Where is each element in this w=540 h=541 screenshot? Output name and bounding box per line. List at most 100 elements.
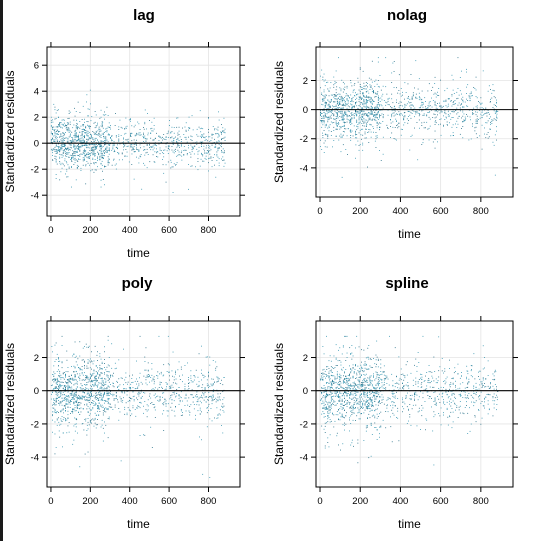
data-point xyxy=(403,112,405,114)
data-point xyxy=(379,114,380,116)
data-point xyxy=(426,108,428,110)
data-point xyxy=(396,87,397,89)
data-point xyxy=(58,375,59,377)
data-point xyxy=(64,391,66,392)
data-point xyxy=(91,360,92,362)
data-point xyxy=(60,394,62,396)
data-point xyxy=(101,156,103,158)
data-point xyxy=(425,106,426,108)
data-point xyxy=(52,129,53,130)
data-point xyxy=(470,92,472,94)
data-point xyxy=(369,129,371,131)
data-point xyxy=(95,132,97,133)
data-point xyxy=(333,106,335,108)
data-point xyxy=(99,387,101,389)
data-point xyxy=(342,114,344,116)
data-point xyxy=(466,397,467,399)
data-point xyxy=(82,141,84,143)
data-point xyxy=(373,100,374,102)
data-point xyxy=(108,418,110,420)
data-point xyxy=(71,158,72,160)
data-point xyxy=(369,84,371,86)
data-point xyxy=(321,121,323,122)
data-point xyxy=(211,378,213,380)
data-point xyxy=(211,385,213,387)
data-point xyxy=(323,152,325,153)
data-point xyxy=(330,131,332,132)
data-point xyxy=(396,113,397,115)
data-point xyxy=(363,121,365,123)
data-point xyxy=(178,130,180,132)
data-point xyxy=(481,417,483,419)
data-point xyxy=(158,135,159,137)
data-point xyxy=(173,127,175,128)
data-point xyxy=(358,118,360,120)
data-point xyxy=(481,110,483,112)
data-point xyxy=(361,116,362,118)
data-point xyxy=(382,116,384,117)
data-point xyxy=(356,125,358,127)
data-point xyxy=(74,107,75,109)
data-point xyxy=(376,83,378,85)
data-point xyxy=(70,159,72,160)
data-point xyxy=(379,86,380,88)
data-point xyxy=(132,405,134,407)
data-point xyxy=(208,144,209,146)
data-point xyxy=(445,100,447,102)
data-point xyxy=(201,439,202,441)
data-point xyxy=(496,106,497,108)
data-point xyxy=(201,394,202,396)
data-point xyxy=(68,110,70,112)
data-point xyxy=(352,96,354,98)
data-point xyxy=(464,116,466,118)
data-point xyxy=(358,119,360,121)
data-point xyxy=(493,96,495,98)
data-point xyxy=(63,140,65,141)
data-point xyxy=(91,351,92,353)
data-point xyxy=(457,97,459,99)
data-point xyxy=(74,367,76,369)
data-point xyxy=(95,403,97,405)
data-point xyxy=(107,371,109,373)
data-point xyxy=(431,90,432,91)
data-point xyxy=(104,118,105,120)
data-point xyxy=(69,403,71,405)
data-point xyxy=(208,410,209,411)
data-point xyxy=(224,140,226,141)
data-point xyxy=(197,410,199,412)
data-point xyxy=(426,121,428,123)
data-point xyxy=(169,145,170,147)
data-point xyxy=(75,396,77,398)
data-point xyxy=(189,128,191,129)
data-point xyxy=(98,126,100,128)
data-point xyxy=(324,102,326,103)
data-point xyxy=(191,165,193,167)
data-point xyxy=(82,388,84,390)
data-point xyxy=(469,93,471,95)
data-point xyxy=(107,402,109,404)
data-point xyxy=(159,147,161,149)
data-point xyxy=(177,134,179,136)
data-point xyxy=(79,408,81,410)
data-point xyxy=(379,400,380,401)
data-point xyxy=(375,79,377,81)
data-point xyxy=(459,107,461,109)
data-point xyxy=(89,128,91,130)
data-point xyxy=(197,376,199,378)
data-point xyxy=(209,153,211,155)
data-point xyxy=(327,108,329,109)
data-point xyxy=(368,129,370,130)
data-point xyxy=(367,404,368,405)
data-point xyxy=(434,110,436,112)
data-point xyxy=(218,134,220,136)
data-point xyxy=(108,147,110,149)
data-point xyxy=(204,388,206,389)
data-point xyxy=(61,162,63,164)
data-point xyxy=(410,424,412,426)
data-point xyxy=(97,373,99,375)
data-point xyxy=(130,146,131,148)
data-point xyxy=(355,110,356,111)
data-point xyxy=(327,99,329,101)
data-point xyxy=(101,140,103,142)
data-point xyxy=(323,91,325,93)
